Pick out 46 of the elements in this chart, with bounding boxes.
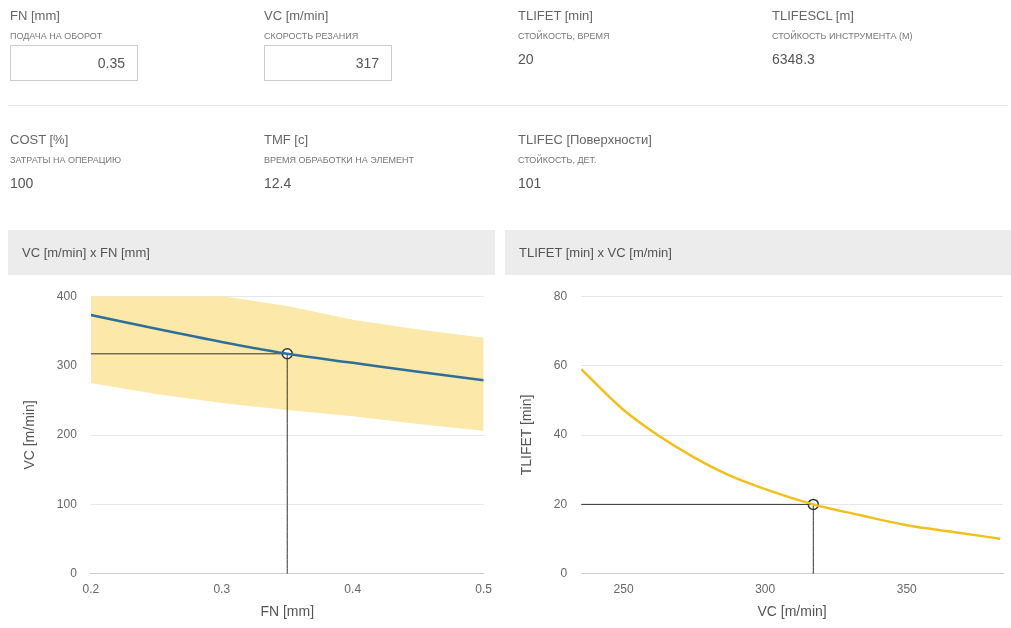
text-field: 0.35 bbox=[10, 45, 138, 81]
y-tick-label: 20 bbox=[553, 496, 568, 511]
x-tick-label: 0.3 bbox=[213, 582, 231, 597]
x-axis-title: VC [m/min] bbox=[757, 603, 827, 620]
chart-title: VC [m/min] x FN [mm] bbox=[8, 230, 495, 275]
line-series bbox=[581, 367, 1002, 540]
text: ПОДАЧА НА ОБОРОТ bbox=[10, 31, 104, 41]
y-axis-title: VC [m/min] bbox=[21, 400, 38, 470]
text: 101 bbox=[518, 175, 543, 191]
text: TLIFET [min] bbox=[518, 8, 594, 23]
text: 100 bbox=[10, 175, 35, 191]
text: СТОЙКОСТЬ, ДЕТ. bbox=[518, 155, 598, 165]
y-tick-label: 60 bbox=[553, 357, 568, 372]
y-tick-label: 0 bbox=[70, 566, 78, 581]
x-tick-label: 300 bbox=[755, 582, 776, 597]
line-series bbox=[90, 313, 484, 382]
x-tick-label: 0.5 bbox=[475, 582, 493, 597]
text: VC [m/min] bbox=[264, 8, 330, 23]
text: 6348.3 bbox=[772, 51, 816, 67]
text: COST [%] bbox=[10, 132, 70, 147]
text: 12.4 bbox=[264, 175, 293, 191]
text: СТОЙКОСТЬ ИНСТРУМЕНТА (M) bbox=[772, 31, 914, 41]
text-field: 317 bbox=[264, 45, 392, 81]
text: СКОРОСТЬ РЕЗАНИЯ bbox=[264, 31, 360, 41]
y-tick-label: 100 bbox=[56, 496, 78, 511]
text: TLIFESCL [m] bbox=[772, 8, 855, 23]
text: TMF [c] bbox=[264, 132, 310, 147]
text: ВРЕМЯ ОБРАБОТКИ НА ЭЛЕМЕНТ bbox=[264, 155, 415, 165]
y-axis-title: TLIFET [min] bbox=[518, 394, 535, 476]
y-tick-label: 0 bbox=[560, 566, 568, 581]
text: ЗАТРАТЫ НА ОПЕРАЦИЮ bbox=[10, 155, 122, 165]
x-tick-label: 250 bbox=[613, 582, 634, 597]
y-tick-label: 300 bbox=[56, 357, 78, 372]
chart-title: TLIFET [min] x VC [m/min] bbox=[505, 230, 1011, 275]
x-tick-label: 0.4 bbox=[344, 582, 362, 597]
text: СТОЙКОСТЬ, ВРЕМЯ bbox=[518, 31, 611, 41]
x-axis-title: FN [mm] bbox=[260, 603, 315, 620]
y-tick-label: 400 bbox=[56, 288, 78, 303]
x-tick-label: 0.2 bbox=[82, 582, 100, 597]
y-tick-label: 80 bbox=[553, 288, 568, 303]
text: TLIFEC [Поверхности] bbox=[518, 132, 653, 147]
text: FN [mm] bbox=[10, 8, 61, 23]
text: 20 bbox=[518, 51, 535, 67]
x-tick-label: 350 bbox=[896, 582, 918, 597]
y-tick-label: 40 bbox=[553, 427, 568, 442]
y-tick-label: 200 bbox=[56, 427, 78, 442]
